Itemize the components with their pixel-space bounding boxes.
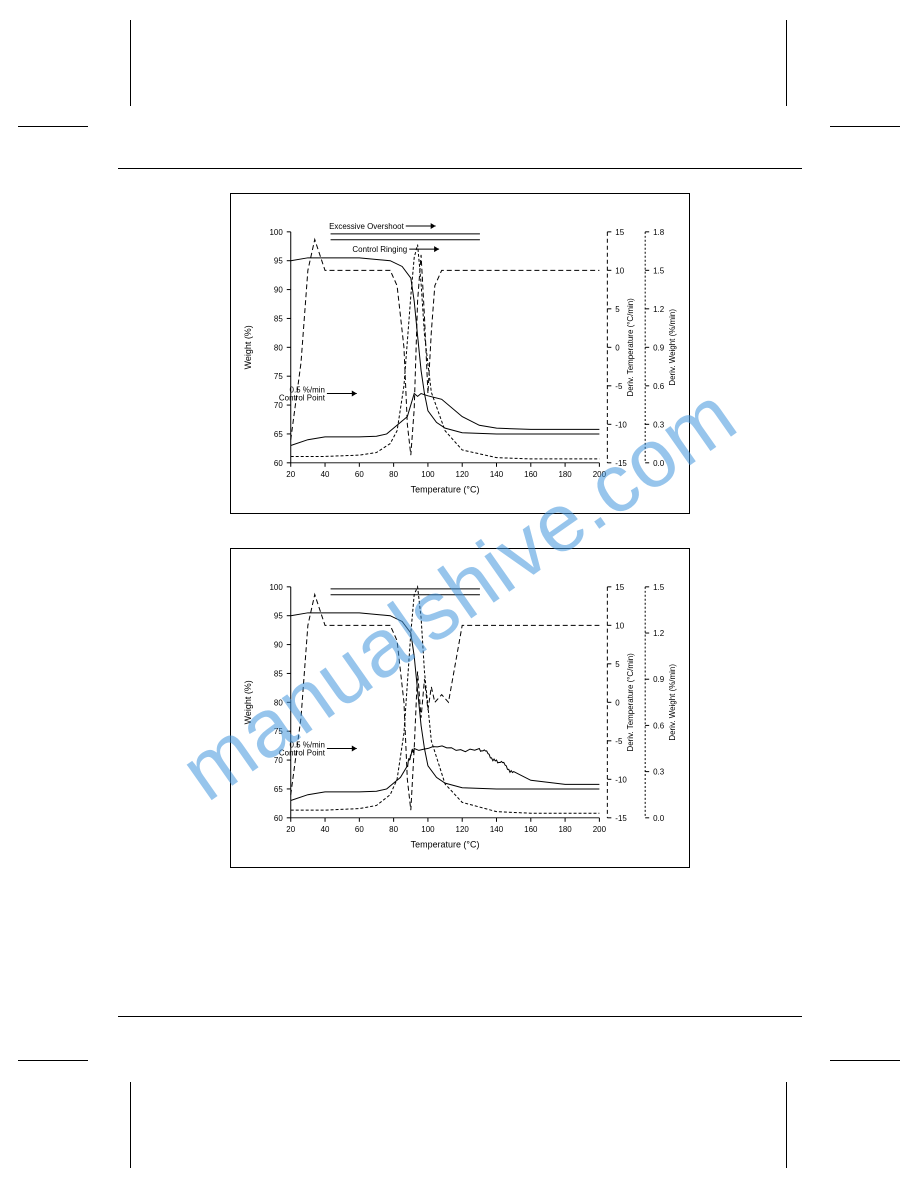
svg-text:80: 80 — [274, 698, 283, 707]
svg-text:5: 5 — [615, 659, 620, 668]
svg-text:1.8: 1.8 — [653, 228, 665, 237]
figure-1-frame: 20406080100120140160180200Temperature (°… — [230, 193, 690, 514]
svg-text:40: 40 — [321, 470, 330, 479]
svg-text:10: 10 — [615, 266, 624, 275]
svg-text:-15: -15 — [615, 813, 627, 822]
svg-text:140: 140 — [490, 824, 504, 833]
svg-text:0.0: 0.0 — [653, 459, 665, 468]
crop-mark — [830, 126, 900, 127]
svg-text:0.6: 0.6 — [653, 721, 665, 730]
svg-text:-5: -5 — [615, 736, 623, 745]
crop-mark — [18, 126, 88, 127]
svg-text:-5: -5 — [615, 382, 623, 391]
crop-mark — [786, 20, 787, 106]
svg-text:0: 0 — [615, 343, 620, 352]
svg-text:100: 100 — [270, 582, 284, 591]
svg-text:Weight (%): Weight (%) — [243, 680, 253, 724]
crop-mark — [18, 1060, 88, 1061]
svg-text:0: 0 — [615, 698, 620, 707]
svg-text:80: 80 — [389, 824, 398, 833]
crop-mark — [130, 20, 131, 106]
svg-text:-15: -15 — [615, 459, 627, 468]
svg-text:Control Point: Control Point — [279, 748, 326, 757]
header-rule — [118, 168, 802, 169]
svg-text:Deriv. Weight (%/min): Deriv. Weight (%/min) — [668, 663, 677, 740]
svg-text:Deriv. Temperature (°C/min): Deriv. Temperature (°C/min) — [626, 652, 635, 751]
svg-text:160: 160 — [524, 824, 538, 833]
svg-text:60: 60 — [355, 470, 364, 479]
figure-1-chart: 20406080100120140160180200Temperature (°… — [231, 194, 689, 513]
svg-text:85: 85 — [274, 669, 283, 678]
svg-text:120: 120 — [456, 824, 470, 833]
svg-text:5: 5 — [615, 305, 620, 314]
svg-text:Deriv. Weight (%/min): Deriv. Weight (%/min) — [668, 309, 677, 386]
svg-text:100: 100 — [421, 824, 435, 833]
svg-text:Temperature (°C): Temperature (°C) — [411, 839, 480, 849]
svg-text:100: 100 — [270, 228, 284, 237]
svg-text:90: 90 — [274, 640, 283, 649]
svg-text:120: 120 — [456, 470, 470, 479]
svg-text:200: 200 — [593, 470, 607, 479]
svg-text:1.5: 1.5 — [653, 582, 665, 591]
svg-text:Weight (%): Weight (%) — [243, 325, 253, 369]
svg-text:1.5: 1.5 — [653, 266, 665, 275]
svg-text:90: 90 — [274, 286, 283, 295]
svg-text:60: 60 — [274, 459, 283, 468]
svg-text:65: 65 — [274, 785, 283, 794]
svg-text:20: 20 — [286, 470, 295, 479]
svg-text:-10: -10 — [615, 420, 627, 429]
svg-text:95: 95 — [274, 257, 283, 266]
footer-rule — [118, 1016, 802, 1017]
svg-text:Control Ringing: Control Ringing — [352, 245, 407, 254]
svg-text:60: 60 — [355, 824, 364, 833]
crop-mark — [786, 1082, 787, 1168]
figure-2-frame: 20406080100120140160180200Temperature (°… — [230, 548, 690, 869]
svg-text:160: 160 — [524, 470, 538, 479]
svg-text:180: 180 — [558, 470, 572, 479]
svg-text:20: 20 — [286, 824, 295, 833]
crop-mark — [830, 1060, 900, 1061]
svg-text:0.9: 0.9 — [653, 675, 665, 684]
crop-mark — [130, 1082, 131, 1168]
svg-text:100: 100 — [421, 470, 435, 479]
svg-text:1.2: 1.2 — [653, 629, 665, 638]
svg-text:75: 75 — [274, 372, 283, 381]
svg-text:10: 10 — [615, 621, 624, 630]
svg-text:Temperature (°C): Temperature (°C) — [411, 485, 480, 495]
svg-text:0.9: 0.9 — [653, 343, 665, 352]
svg-text:80: 80 — [389, 470, 398, 479]
svg-text:65: 65 — [274, 430, 283, 439]
svg-text:-10: -10 — [615, 775, 627, 784]
svg-text:60: 60 — [274, 813, 283, 822]
svg-text:85: 85 — [274, 314, 283, 323]
svg-text:180: 180 — [558, 824, 572, 833]
svg-text:0.0: 0.0 — [653, 813, 665, 822]
page-body: 20406080100120140160180200Temperature (°… — [118, 160, 802, 902]
page-footer — [118, 1016, 802, 1023]
svg-text:Deriv. Temperature (°C/min): Deriv. Temperature (°C/min) — [626, 298, 635, 397]
svg-text:Excessive Overshoot: Excessive Overshoot — [329, 222, 404, 231]
figure-2-chart: 20406080100120140160180200Temperature (°… — [231, 549, 689, 868]
svg-text:1.2: 1.2 — [653, 305, 665, 314]
svg-text:140: 140 — [490, 470, 504, 479]
svg-text:15: 15 — [615, 228, 624, 237]
svg-text:0.6: 0.6 — [653, 382, 665, 391]
svg-text:75: 75 — [274, 727, 283, 736]
svg-text:80: 80 — [274, 343, 283, 352]
svg-text:0.3: 0.3 — [653, 420, 665, 429]
svg-text:Control Point: Control Point — [279, 393, 326, 402]
svg-text:200: 200 — [593, 824, 607, 833]
svg-text:95: 95 — [274, 611, 283, 620]
svg-text:0.3: 0.3 — [653, 767, 665, 776]
svg-text:15: 15 — [615, 582, 624, 591]
svg-text:40: 40 — [321, 824, 330, 833]
